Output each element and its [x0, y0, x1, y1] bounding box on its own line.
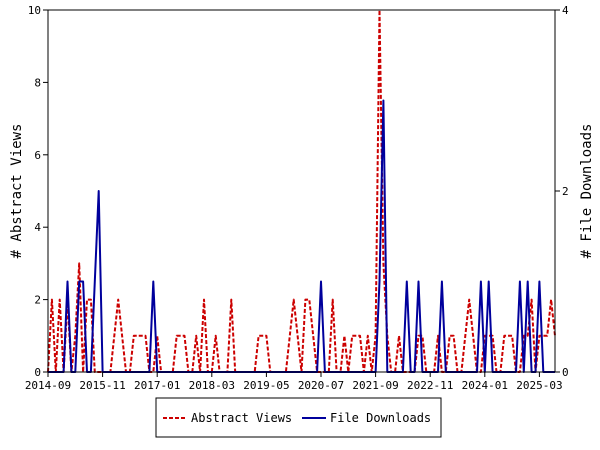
x-tick-label: 2022-11: [407, 379, 453, 392]
y-tick-label-left: 2: [34, 294, 41, 307]
y-tick-label-left: 10: [28, 4, 41, 17]
y-tick-label-left: 4: [34, 221, 41, 234]
x-tick-label: 2025-03: [516, 379, 562, 392]
legend: Abstract Views File Downloads: [155, 397, 442, 438]
x-tick-label: 2017-01: [134, 379, 180, 392]
legend-box: [155, 397, 442, 438]
y-tick-label-left: 8: [34, 76, 41, 89]
x-tick-label: 2014-09: [25, 379, 71, 392]
y-axis-label-right: # File Downloads: [579, 124, 595, 259]
x-tick-label: 2024-01: [462, 379, 508, 392]
y-tick-label-right: 2: [562, 185, 569, 198]
x-tick-label: 2021-09: [352, 379, 398, 392]
y-tick-label-right: 4: [562, 4, 569, 17]
y-tick-label-left: 0: [34, 366, 41, 379]
x-tick-label: 2015-11: [79, 379, 125, 392]
x-tick-label: 2020-07: [298, 379, 344, 392]
legend-label-file-downloads: File Downloads: [330, 411, 431, 425]
y-tick-label-right: 0: [562, 366, 569, 379]
axes: 0 2 4 6 8 10 0 2 4 2014-09 2015-11 2017-01 2018-03 20…: [25, 4, 569, 392]
x-tick-label: 2019-05: [243, 379, 289, 392]
legend-label-abstract-views: Abstract Views: [191, 411, 292, 425]
y-tick-label-left: 6: [34, 149, 41, 162]
y-axis-label-left: # Abstract Views: [9, 124, 25, 259]
x-tick-label: 2018-03: [189, 379, 235, 392]
